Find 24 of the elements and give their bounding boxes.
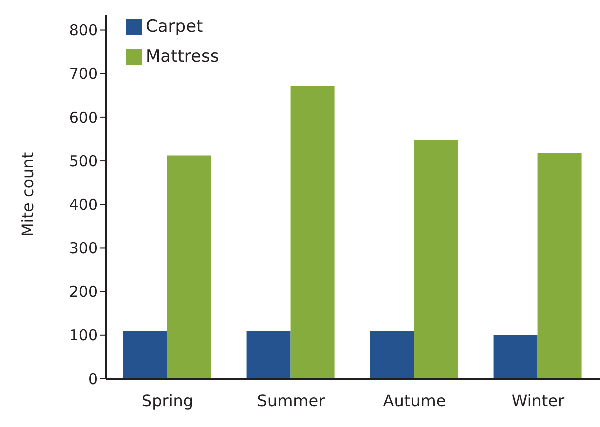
y-tick-label: 400: [69, 196, 98, 214]
x-tick-label: Spring: [142, 391, 194, 410]
bar: [538, 153, 582, 379]
bar: [414, 140, 458, 379]
y-tick-label: 300: [69, 240, 98, 258]
y-tick-label: 500: [69, 152, 98, 170]
bar: [370, 331, 414, 379]
y-tick-label: 200: [69, 283, 98, 302]
y-tick-label: 600: [69, 108, 98, 127]
legend-label: Carpet: [146, 17, 204, 37]
bar: [290, 86, 335, 379]
y-tick-label: 800: [69, 22, 98, 40]
bar: [123, 331, 168, 379]
y-tick-label: 0: [88, 370, 98, 388]
y-tick-label: 700: [69, 65, 98, 84]
bar: [494, 335, 538, 379]
bar: [167, 156, 212, 379]
bar: [246, 331, 291, 379]
y-axis-title: Mite count: [18, 152, 38, 237]
legend-label: Mattress: [146, 47, 220, 67]
y-tick-label: 100: [69, 326, 98, 345]
x-tick-label: Winter: [512, 391, 566, 410]
x-tick-label: Autume: [383, 391, 446, 410]
x-tick-label: Summer: [257, 391, 326, 410]
